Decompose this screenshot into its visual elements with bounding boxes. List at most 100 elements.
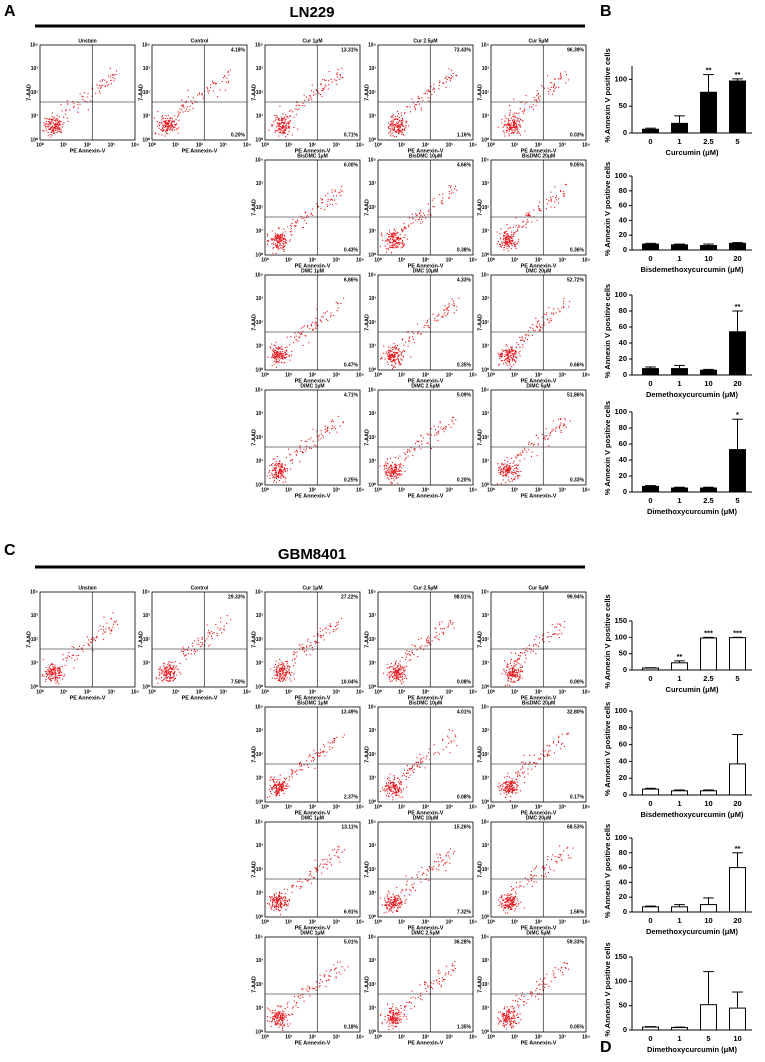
event-dot [325, 432, 326, 433]
event-dot [531, 222, 532, 223]
event-dot [328, 88, 329, 89]
event-dot [399, 124, 400, 125]
event-dot [384, 468, 385, 469]
event-dot [406, 773, 407, 774]
event-dot [542, 639, 543, 640]
event-dot [279, 659, 280, 660]
event-dot [107, 85, 108, 86]
event-dot [418, 639, 419, 640]
event-dot [392, 347, 393, 348]
event-dot [399, 465, 400, 466]
event-dot [313, 91, 314, 92]
event-dot [525, 654, 526, 655]
event-dot [559, 624, 560, 625]
event-dot [323, 751, 324, 752]
event-dot [509, 237, 510, 238]
event-dot [514, 669, 515, 670]
event-dot [291, 769, 292, 770]
event-dot [175, 661, 176, 662]
event-dot [421, 441, 422, 442]
event-dot [299, 105, 300, 106]
quadrant-percent: 73.43% [454, 47, 472, 53]
event-dot [439, 622, 440, 623]
event-dot [549, 435, 550, 436]
event-dot [173, 667, 174, 668]
event-dot [397, 119, 398, 120]
event-dot [506, 781, 507, 782]
event-dot [452, 304, 453, 305]
event-dot [396, 786, 397, 787]
quadrant-percent: 0.20% [231, 132, 246, 138]
event-dot [420, 223, 421, 224]
flow-plot: BisDMC 1μM13.49%2.37%10⁰10⁰10¹10¹10²10²1… [251, 700, 364, 816]
event-dot [336, 80, 337, 81]
event-dot [558, 419, 559, 420]
event-dot [303, 217, 304, 218]
event-dot [315, 445, 316, 446]
event-dot [279, 673, 280, 674]
event-dot [277, 673, 278, 674]
event-dot [181, 100, 182, 101]
event-dot [273, 242, 274, 243]
event-dot [514, 671, 515, 672]
event-dot [104, 80, 105, 81]
event-dot [113, 624, 114, 625]
event-dot [168, 670, 169, 671]
event-dot [331, 428, 332, 429]
event-dot [412, 217, 413, 218]
event-dot [162, 128, 163, 129]
event-dot [289, 116, 290, 117]
event-dot [332, 204, 333, 205]
event-dot [508, 480, 509, 481]
event-dot [166, 672, 167, 673]
event-dot [275, 235, 276, 236]
event-dot [58, 683, 59, 684]
event-dot [547, 75, 548, 76]
event-dot [73, 655, 74, 656]
event-dot [172, 672, 173, 673]
event-dot [511, 129, 512, 130]
event-dot [60, 104, 61, 105]
event-dot [277, 235, 278, 236]
event-dot [517, 676, 518, 677]
event-dot [449, 68, 450, 69]
event-dot [519, 475, 520, 476]
event-dot [276, 357, 277, 358]
quadrant-percent: 6.86% [344, 277, 359, 283]
event-dot [506, 784, 507, 785]
event-dot [430, 215, 431, 216]
event-dot [539, 208, 540, 209]
event-dot [390, 134, 391, 135]
event-dot [303, 103, 304, 104]
event-dot [284, 357, 285, 358]
event-dot [290, 120, 291, 121]
event-dot [277, 241, 278, 242]
event-dot [506, 231, 507, 232]
event-dot [284, 117, 285, 118]
event-dot [516, 471, 517, 472]
event-dot [326, 319, 327, 320]
event-dot [515, 472, 516, 473]
event-dot [403, 345, 404, 346]
event-dot [64, 674, 65, 675]
event-dot [530, 215, 531, 216]
event-dot [397, 778, 398, 779]
event-dot [282, 784, 283, 785]
event-dot [517, 776, 518, 777]
event-dot [297, 129, 298, 130]
y-axis-label: 7-AAD [364, 631, 370, 648]
event-dot [325, 85, 326, 86]
y-tick-label: 10³ [482, 66, 490, 72]
event-dot [331, 421, 332, 422]
event-dot [284, 468, 285, 469]
event-dot [515, 675, 516, 676]
event-dot [427, 93, 428, 94]
event-dot [281, 464, 282, 465]
y-tick-label: 10³ [369, 728, 377, 734]
y-tick-label: 10¹ [369, 344, 377, 350]
event-dot [162, 127, 163, 128]
event-dot [558, 87, 559, 88]
event-dot [510, 237, 511, 238]
event-dot [282, 668, 283, 669]
event-dot [279, 480, 280, 481]
